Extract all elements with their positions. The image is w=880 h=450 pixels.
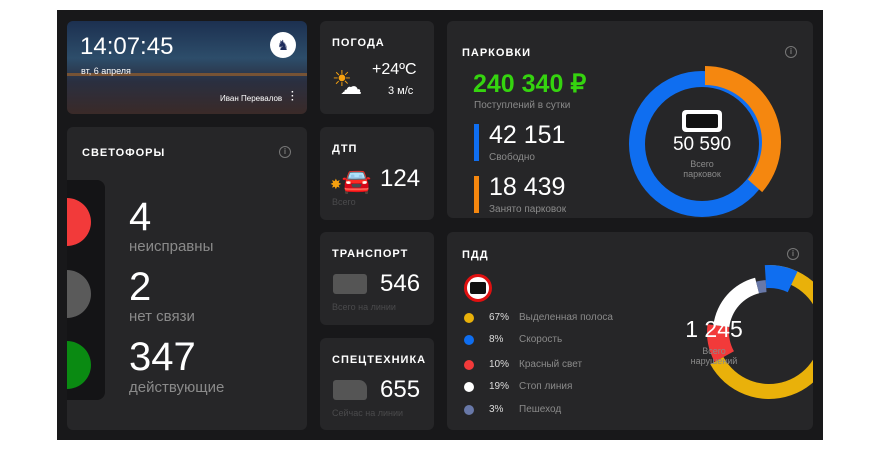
violations-title: ПДД <box>462 249 489 261</box>
transport-title: ТРАНСПОРТ <box>332 248 409 260</box>
legend-pct: 3% <box>489 404 504 415</box>
header-card: 14:07:45 вт, 6 апреля ♞ Иван Перевалов ·… <box>67 21 307 114</box>
truck-icon <box>333 380 367 400</box>
transport-sub: Всего на линии <box>332 302 396 312</box>
camera-sign-icon <box>464 274 492 302</box>
weather-title: ПОГОДА <box>332 37 385 49</box>
parking-card: ПАРКОВКИ i 240 340 ₽ Поступлений в сутки… <box>447 21 813 218</box>
violation-segment <box>710 265 813 399</box>
legend-pct: 67% <box>489 312 510 323</box>
legend-dot <box>464 382 474 392</box>
legend-label: Стоп линия <box>519 381 573 392</box>
violation-segment <box>756 280 767 294</box>
car-crash-icon: ✸🚘 <box>330 168 372 195</box>
transport-value: 546 <box>380 270 421 297</box>
parking-total: 50 590 <box>672 134 732 155</box>
occupied-value: 18 439 <box>489 173 566 201</box>
city-emblem-icon: ♞ <box>270 32 296 58</box>
violations-total: 1 245 <box>685 316 743 342</box>
parking-donut <box>629 66 781 217</box>
special-title: СПЕЦТЕХНИКА <box>332 354 427 366</box>
violation-segment <box>764 265 798 293</box>
occupied-bar <box>474 176 479 213</box>
broken-label: неисправны <box>129 238 214 255</box>
free-label: Свободно <box>489 152 535 163</box>
parking-title: ПАРКОВКИ <box>462 47 532 59</box>
free-value: 42 151 <box>489 121 566 149</box>
wind: 3 м/с <box>388 85 414 97</box>
legend-pct: 10% <box>489 359 510 370</box>
offline-label: нет связи <box>129 308 195 325</box>
more-menu-icon[interactable]: · · · <box>291 87 295 106</box>
occupied-segment <box>705 66 781 193</box>
active-count: 347 <box>129 335 196 379</box>
violations-card: ПДД i 67% Выделенная полоса 8% Скорость 10% К… <box>447 232 813 430</box>
user-name[interactable]: Иван Перевалов <box>220 94 283 103</box>
info-icon[interactable]: i <box>279 146 291 158</box>
dashboard: 14:07:45 вт, 6 апреля ♞ Иван Перевалов ·… <box>57 10 823 440</box>
accidents-value: 124 <box>380 165 421 192</box>
traffic-lights-title: СВЕТОФОРЫ <box>82 147 166 159</box>
special-sub: Сейчас на линии <box>332 408 404 418</box>
transport-card: ТРАНСПОРТ 546 Всего на линии <box>320 232 434 325</box>
legend-label: Выделенная полоса <box>519 312 613 323</box>
legend-dot <box>464 313 474 323</box>
occupied-label: Занято парковок <box>489 204 567 215</box>
broken-count: 4 <box>129 195 152 239</box>
legend-label: Красный свет <box>519 359 583 370</box>
accidents-title: ДТП <box>332 143 358 155</box>
legend-dot <box>464 335 474 345</box>
clock: 14:07:45 <box>80 33 174 60</box>
weather-card: ПОГОДА ☀ ☁ +24ºC 3 м/с <box>320 21 434 114</box>
legend-pct: 8% <box>489 334 504 345</box>
violation-segment <box>707 324 734 362</box>
violation-segment <box>713 277 760 327</box>
legend-label: Пешеход <box>519 404 562 415</box>
traffic-lights-card: СВЕТОФОРЫ i 4 неисправны 2 нет связи 347… <box>67 127 307 430</box>
accidents-card: ДТП ✸🚘 124 Всего <box>320 127 434 220</box>
offline-count: 2 <box>129 265 152 309</box>
bus-icon <box>333 274 367 294</box>
total-label-1: Всего <box>690 159 714 169</box>
parking-total-label: Всего парковок <box>657 159 747 179</box>
total-label-2: нарушений <box>690 356 738 366</box>
violations-donut <box>707 265 813 399</box>
legend-dot <box>464 360 474 370</box>
special-card: СПЕЦТЕХНИКА 655 Сейчас на линии <box>320 338 434 430</box>
sun-cloud-icon: ☀ ☁ <box>332 66 362 99</box>
legend-dot <box>464 405 474 415</box>
legend-pct: 19% <box>489 381 510 392</box>
bridge-image <box>67 73 307 76</box>
info-icon[interactable]: i <box>785 46 797 58</box>
info-icon[interactable]: i <box>787 248 799 260</box>
free-bar <box>474 124 479 161</box>
total-label-2: парковок <box>683 169 721 179</box>
revenue: 240 340 ₽ <box>473 70 587 98</box>
temperature: +24ºC <box>372 61 417 78</box>
total-label-1: Всего <box>702 346 726 356</box>
active-label: действующие <box>129 379 225 396</box>
legend-label: Скорость <box>519 334 563 345</box>
accidents-sub: Всего <box>332 197 356 207</box>
date: вт, 6 апреля <box>81 66 131 76</box>
violations-total-label: Всего нарушений <box>669 346 759 366</box>
revenue-label: Поступлений в сутки <box>474 100 571 111</box>
special-value: 655 <box>380 376 421 403</box>
